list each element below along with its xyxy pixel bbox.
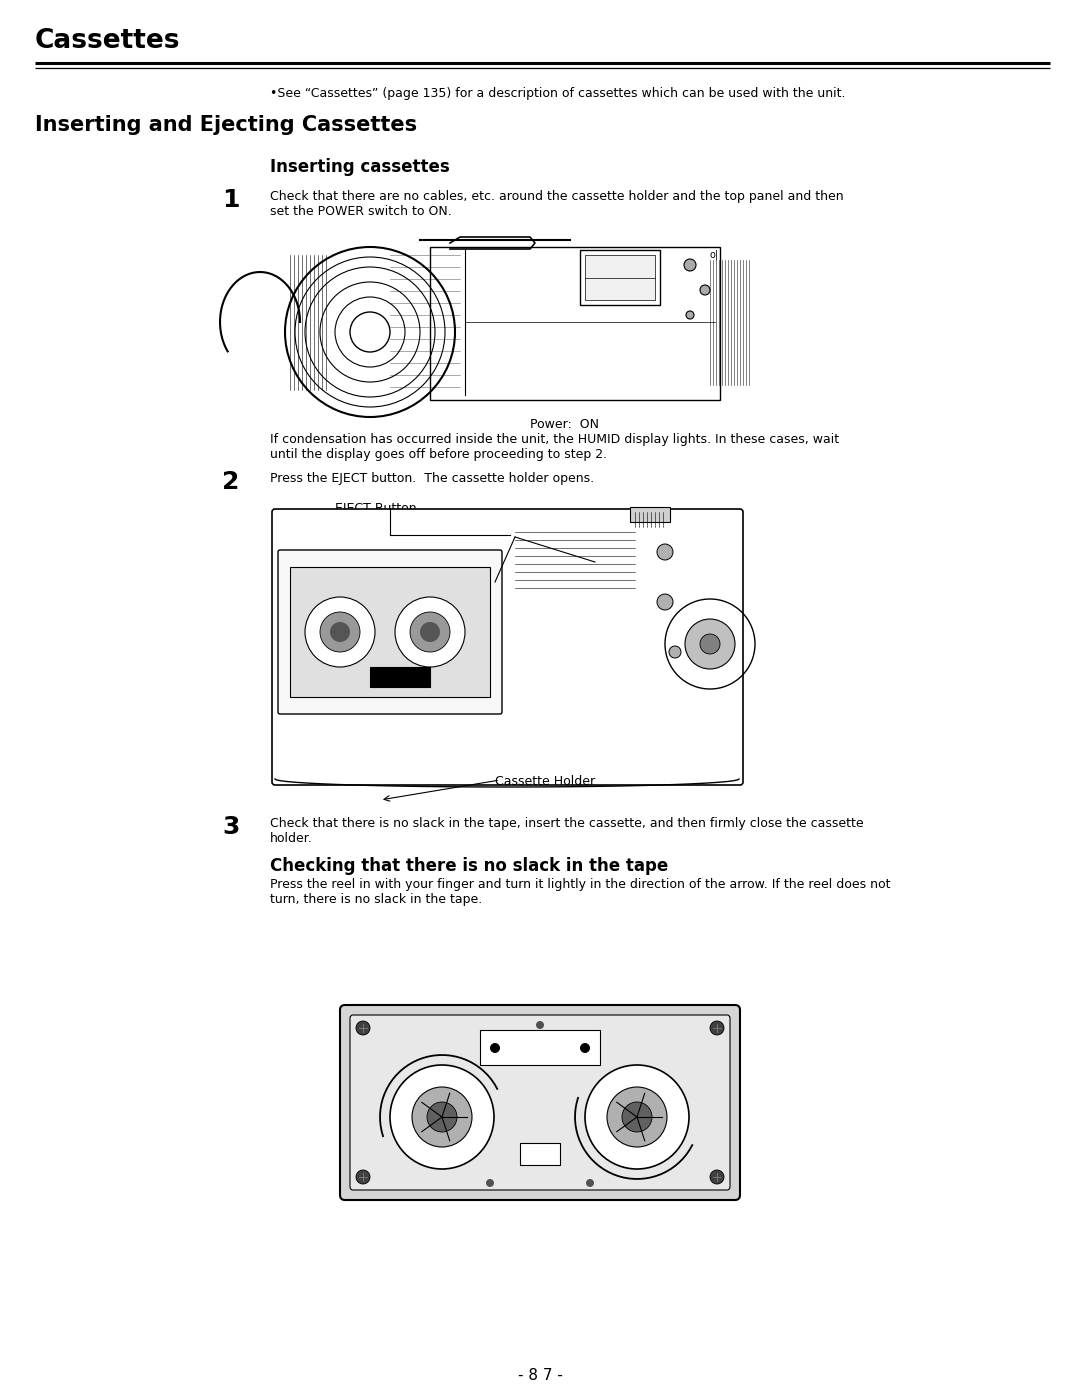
Circle shape [356, 1021, 370, 1035]
Circle shape [700, 634, 720, 654]
FancyBboxPatch shape [350, 1016, 730, 1190]
Text: Press the EJECT button.  The cassette holder opens.: Press the EJECT button. The cassette hol… [270, 472, 594, 485]
Text: 1: 1 [222, 189, 240, 212]
Text: EJECT Button: EJECT Button [335, 502, 417, 515]
Circle shape [684, 258, 696, 271]
Circle shape [686, 312, 694, 319]
Bar [585, 256, 654, 300]
Bar [245, 502, 789, 787]
Circle shape [330, 622, 350, 643]
Circle shape [607, 1087, 667, 1147]
Circle shape [320, 612, 360, 652]
Bar [480, 1030, 600, 1065]
FancyBboxPatch shape [340, 1004, 740, 1200]
Circle shape [536, 1021, 544, 1030]
Circle shape [356, 1171, 370, 1185]
Circle shape [710, 1021, 724, 1035]
Circle shape [710, 1171, 724, 1185]
Text: Checking that there is no slack in the tape: Checking that there is no slack in the t… [270, 856, 669, 875]
FancyBboxPatch shape [272, 509, 743, 785]
Text: Inserting cassettes: Inserting cassettes [270, 158, 449, 176]
Circle shape [390, 1065, 494, 1169]
Text: turn, there is no slack in the tape.: turn, there is no slack in the tape. [270, 893, 483, 907]
Bar [370, 666, 430, 687]
Bar [630, 507, 670, 522]
Text: set the POWER switch to ON.: set the POWER switch to ON. [270, 205, 451, 218]
Text: 3: 3 [222, 814, 240, 840]
Bar [280, 235, 740, 409]
Circle shape [411, 1087, 472, 1147]
Bar [580, 250, 660, 305]
Text: Inserting and Ejecting Cassettes: Inserting and Ejecting Cassettes [35, 115, 417, 136]
Circle shape [410, 612, 450, 652]
Text: If condensation has occurred inside the unit, the HUMID display lights. In these: If condensation has occurred inside the … [270, 433, 839, 446]
Text: Power:  ON: Power: ON [530, 418, 599, 432]
Circle shape [305, 597, 375, 666]
Circle shape [669, 645, 681, 658]
Circle shape [580, 1044, 590, 1053]
Bar [291, 567, 490, 697]
Text: holder.: holder. [270, 833, 313, 845]
Circle shape [420, 622, 440, 643]
Circle shape [657, 594, 673, 610]
Circle shape [427, 1102, 457, 1132]
Text: Cassette Holder: Cassette Holder [495, 775, 595, 788]
Text: - 8 7 -: - 8 7 - [517, 1368, 563, 1383]
Bar [519, 1143, 561, 1165]
Text: Cassettes: Cassettes [35, 28, 180, 54]
Circle shape [486, 1179, 494, 1187]
Circle shape [586, 1179, 594, 1187]
Circle shape [700, 285, 710, 295]
Text: •See “Cassettes” (page 135) for a description of cassettes which can be used wit: •See “Cassettes” (page 135) for a descri… [270, 87, 846, 101]
Circle shape [585, 1065, 689, 1169]
Text: Press the reel in with your finger and turn it lightly in the direction of the a: Press the reel in with your finger and t… [270, 877, 891, 891]
Text: Check that there is no slack in the tape, insert the cassette, and then firmly c: Check that there is no slack in the tape… [270, 817, 864, 830]
FancyBboxPatch shape [278, 550, 502, 714]
Text: 2: 2 [222, 469, 240, 495]
Text: o|: o| [710, 250, 719, 260]
Circle shape [622, 1102, 652, 1132]
Circle shape [490, 1044, 500, 1053]
Circle shape [685, 619, 735, 669]
Text: Check that there are no cables, etc. around the cassette holder and the top pane: Check that there are no cables, etc. aro… [270, 190, 843, 203]
Circle shape [395, 597, 465, 666]
Text: until the display goes off before proceeding to step 2.: until the display goes off before procee… [270, 448, 607, 461]
Circle shape [657, 543, 673, 560]
